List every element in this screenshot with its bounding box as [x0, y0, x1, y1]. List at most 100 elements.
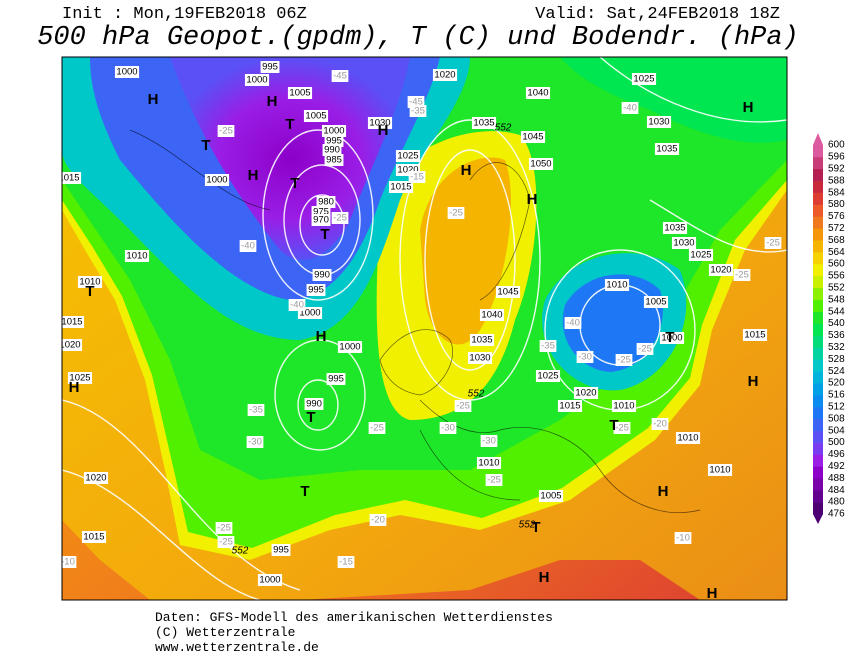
pressure-label-box: [311, 214, 331, 226]
pressure-label-box: [322, 144, 342, 156]
pressure-label-box: [659, 332, 685, 344]
temperature-label-box: [439, 422, 457, 434]
pressure-label-box: [708, 264, 734, 276]
pressure-label-box: [306, 284, 326, 296]
pressure-label: 1045: [497, 287, 518, 298]
pressure-label-box: [479, 309, 505, 321]
pressure-label-box: [324, 154, 344, 166]
temperature-label: -25: [333, 213, 347, 224]
pressure-label: 980: [318, 197, 334, 208]
pressure-label: 1000: [299, 308, 320, 319]
temperature-label: -25: [456, 401, 470, 412]
temperature-label: -45: [409, 97, 423, 108]
pressure-label-box: [557, 400, 583, 412]
temperature-label-box: [480, 435, 498, 447]
pressure-label-box: [471, 117, 497, 129]
temperature-label-box: [636, 343, 654, 355]
temperature-label: -20: [653, 419, 667, 430]
temperature-label: -25: [766, 238, 780, 249]
colorbar-label: 476: [828, 509, 845, 520]
temperature-label-box: [613, 422, 631, 434]
pressure-label: 995: [328, 374, 344, 385]
pressure-label-box: [62, 172, 82, 184]
temperature-label: -45: [333, 71, 347, 82]
temperature-label: -40: [566, 318, 580, 329]
colorbar-label: 484: [828, 485, 845, 496]
temperature-label: -30: [441, 423, 455, 434]
pressure-label: 1000: [206, 175, 227, 186]
pressure-label-box: [367, 117, 393, 129]
temperature-label: -35: [411, 106, 425, 117]
pressure-label: 995: [273, 545, 289, 556]
colorbar-band: [813, 323, 823, 336]
valid-time: Valid: Sat,24FEB2018 18Z: [535, 5, 780, 24]
colorbar-label: 548: [828, 294, 845, 305]
pressure-label: 995: [326, 136, 342, 147]
pressure-label: 1035: [471, 335, 492, 346]
pressure-label-box: [528, 158, 554, 170]
pressure-center: T: [290, 175, 299, 192]
pressure-label: 975: [313, 207, 329, 218]
colorbar-label: 512: [828, 402, 845, 413]
pressure-label: 1025: [69, 373, 90, 384]
pressure-label: 1005: [305, 111, 326, 122]
temperature-label: -25: [615, 423, 629, 434]
pressure-label-box: [204, 174, 230, 186]
pressure-label-box: [495, 286, 521, 298]
temperature-label-box: [764, 237, 782, 249]
temperature-label: -30: [248, 437, 262, 448]
pressure-label-box: [124, 250, 150, 262]
colorbar-band: [813, 502, 823, 515]
pressure-label: 1045: [522, 132, 543, 143]
pressure-center: T: [85, 283, 94, 300]
temperature-label: -40: [241, 241, 255, 252]
pressure-center: T: [306, 409, 315, 426]
contour-label: 552: [519, 520, 536, 531]
temperature-label-box: [615, 354, 633, 366]
pressure-center: H: [707, 585, 718, 602]
temperature-label-box: [576, 351, 594, 363]
temperature-label: -25: [219, 537, 233, 548]
colorbar-band: [813, 192, 823, 205]
pressure-label: 1025: [690, 250, 711, 261]
colorbar-band: [813, 418, 823, 431]
temperature-label-box: [369, 514, 387, 526]
temperature-label-box: [247, 404, 265, 416]
colorbar-band: [813, 347, 823, 360]
pressure-center: H: [461, 162, 472, 179]
pressure-label-box: [316, 196, 336, 208]
colorbar-label: 588: [828, 175, 845, 186]
pressure-label: 1020: [710, 265, 731, 276]
colorbar-band: [813, 240, 823, 253]
contour-label: 552: [468, 389, 485, 400]
colorbar: 4764804844884924965005045085125165205245…: [813, 133, 845, 524]
temperature-label: -35: [541, 341, 555, 352]
pressure-label-box: [114, 66, 140, 78]
temperature-label-box: [409, 105, 427, 117]
colorbar-band: [813, 287, 823, 301]
colorbar-label: 560: [828, 259, 845, 270]
pressure-label: 1050: [530, 159, 551, 170]
pressure-label: 1000: [661, 333, 682, 344]
pressure-label-box: [260, 61, 280, 73]
pressure-label: 990: [306, 399, 322, 410]
temperature-label-box: [368, 422, 386, 434]
temperature-label: -40: [623, 103, 637, 114]
temperature-label: -10: [676, 533, 690, 544]
colorbar-band: [813, 478, 823, 491]
colorbar-label: 540: [828, 318, 845, 329]
pressure-label-box: [604, 279, 630, 291]
colorbar-label: 500: [828, 437, 845, 448]
pressure-label-box: [326, 373, 346, 385]
colorbar-band: [813, 490, 823, 503]
pressure-label: 1015: [61, 317, 82, 328]
pressure-label: 1035: [664, 223, 685, 234]
temperature-label-box: [331, 70, 349, 82]
pressure-label: 1030: [648, 117, 669, 128]
pressure-label: 1000: [246, 75, 267, 86]
temperature-label: -25: [370, 423, 384, 434]
temperature-label-box: [733, 269, 751, 281]
pressure-label: 1040: [527, 88, 548, 99]
colorbar-band: [813, 406, 823, 420]
